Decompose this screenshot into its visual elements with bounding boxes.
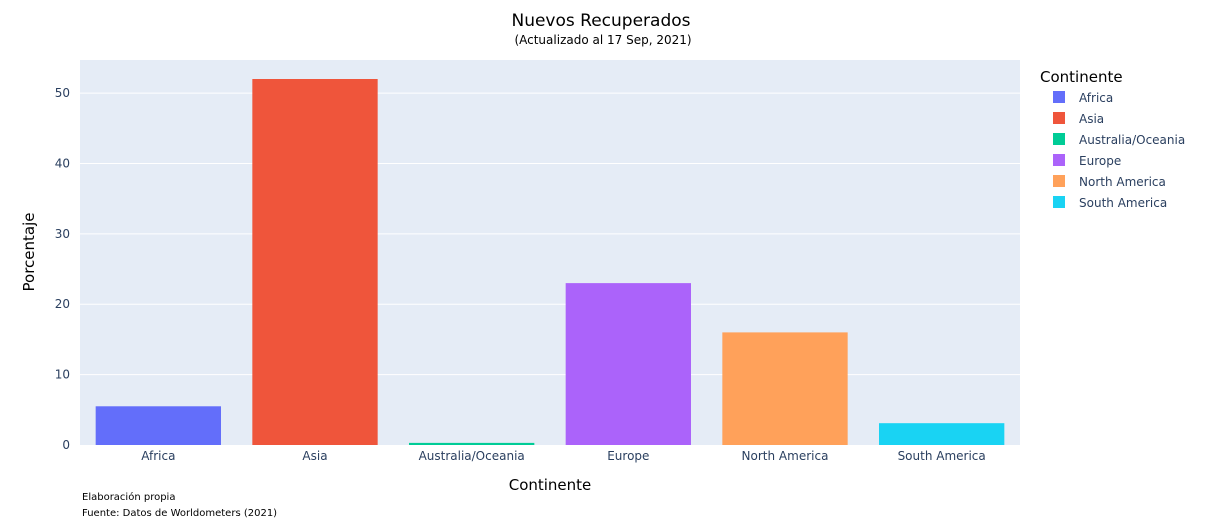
bar-australia-oceania[interactable] <box>409 442 535 445</box>
bar-europe[interactable] <box>565 283 691 445</box>
legend-label: Asia <box>1079 112 1104 126</box>
x-tick-label: South America <box>898 449 986 463</box>
bar-asia[interactable] <box>252 79 378 445</box>
y-tick-label: 30 <box>55 227 70 241</box>
legend-swatch <box>1053 196 1065 208</box>
legend-label: Australia/Oceania <box>1079 133 1185 147</box>
bar-africa[interactable] <box>95 406 221 445</box>
legend-item-south-america[interactable]: South America <box>1053 196 1167 210</box>
legend-swatch <box>1053 112 1065 124</box>
x-axis-title: Continente <box>509 476 592 494</box>
bar-north-america[interactable] <box>722 332 848 445</box>
y-tick-labels: 0 10 20 30 40 50 <box>55 86 70 452</box>
y-tick-label: 0 <box>62 438 70 452</box>
legend-item-north-america[interactable]: North America <box>1053 175 1166 189</box>
y-tick-label: 40 <box>55 156 70 170</box>
bar-south-america[interactable] <box>879 423 1005 445</box>
legend-item-europe[interactable]: Europe <box>1053 154 1121 168</box>
chart-subtitle: (Actualizado al 17 Sep, 2021) <box>514 33 691 47</box>
legend-swatch <box>1053 154 1065 166</box>
note-elaboracion: Elaboración propia <box>82 491 175 503</box>
legend[interactable]: Africa Asia Australia/Oceania Europe North A… <box>1053 91 1185 210</box>
legend-title: Continente <box>1040 68 1123 86</box>
legend-item-asia[interactable]: Asia <box>1053 112 1104 126</box>
note-fuente: Fuente: Datos de Worldometers (2021) <box>82 508 277 519</box>
legend-item-africa[interactable]: Africa <box>1053 91 1113 105</box>
legend-swatch <box>1053 133 1065 145</box>
x-tick-label: Africa <box>141 449 175 463</box>
x-tick-label: Europe <box>607 449 649 463</box>
plot-area <box>80 60 1020 445</box>
legend-label: Europe <box>1079 154 1121 168</box>
y-tick-label: 20 <box>55 297 70 311</box>
x-tick-label: Asia <box>302 449 327 463</box>
x-tick-label: North America <box>742 449 829 463</box>
y-tick-label: 50 <box>55 86 70 100</box>
gridlines <box>80 92 1020 376</box>
legend-item-australia-oceania[interactable]: Australia/Oceania <box>1053 133 1185 147</box>
y-axis-title: Porcentaje <box>20 213 38 292</box>
legend-label: Africa <box>1079 91 1113 105</box>
y-tick-label: 10 <box>55 368 70 382</box>
legend-swatch <box>1053 91 1065 103</box>
bars-group <box>95 79 1005 445</box>
chart-title: Nuevos Recuperados <box>511 11 690 31</box>
legend-label: South America <box>1079 196 1167 210</box>
legend-swatch <box>1053 175 1065 187</box>
x-tick-labels: Africa Asia Australia/Oceania Europe North A… <box>141 449 986 463</box>
x-tick-label: Australia/Oceania <box>419 449 525 463</box>
legend-label: North America <box>1079 175 1166 189</box>
